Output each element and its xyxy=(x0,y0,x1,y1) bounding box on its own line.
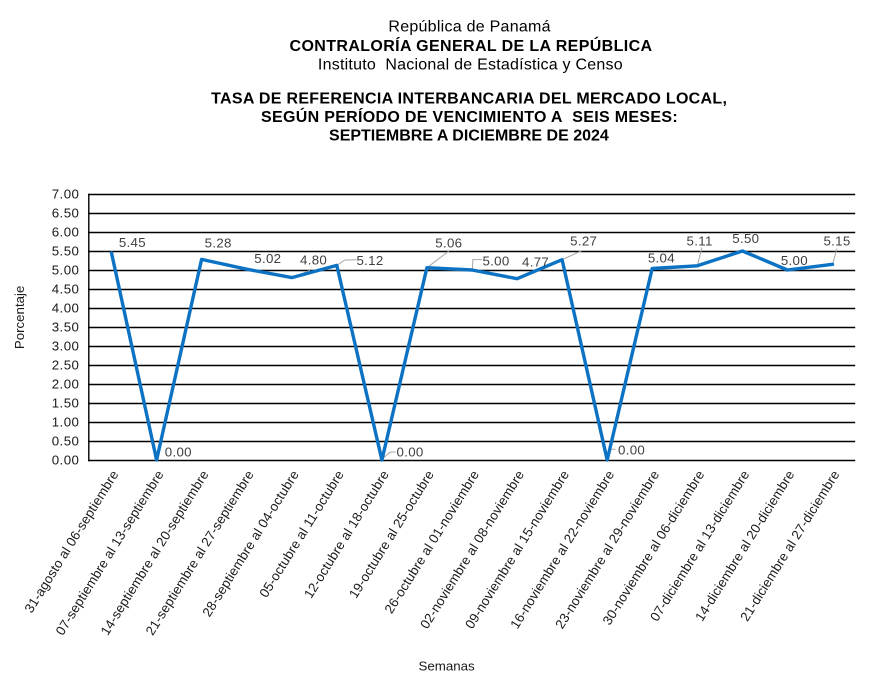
svg-text:7.00: 7.00 xyxy=(52,187,80,202)
svg-text:0.00: 0.00 xyxy=(52,453,80,468)
svg-text:5.12: 5.12 xyxy=(356,253,383,268)
svg-text:5.00: 5.00 xyxy=(482,253,509,268)
svg-text:5.00: 5.00 xyxy=(781,253,808,268)
svg-text:5.28: 5.28 xyxy=(205,236,232,251)
svg-text:5.02: 5.02 xyxy=(254,251,281,266)
svg-text:CONTRALORÍA GENERAL DE LA REPÚ: CONTRALORÍA GENERAL DE LA REPÚBLICA xyxy=(290,36,653,55)
svg-text:5.50: 5.50 xyxy=(732,231,759,246)
svg-text:5.50: 5.50 xyxy=(52,244,80,259)
svg-text:TASA DE REFERENCIA INTERBANCAR: TASA DE REFERENCIA INTERBANCARIA DEL MER… xyxy=(211,91,727,108)
svg-text:0.00: 0.00 xyxy=(618,443,645,458)
svg-text:5.27: 5.27 xyxy=(570,234,597,249)
svg-text:Instituto Nacional de Estadís: Instituto Nacional de Estadística y Cens… xyxy=(318,57,623,74)
svg-text:Semanas: Semanas xyxy=(419,659,476,674)
svg-text:5.00: 5.00 xyxy=(52,263,80,278)
svg-text:4.77: 4.77 xyxy=(522,255,549,270)
svg-text:5.15: 5.15 xyxy=(823,233,850,248)
svg-text:1.50: 1.50 xyxy=(52,396,80,411)
svg-text:República de Panamá: República de Panamá xyxy=(388,19,550,36)
svg-text:3.50: 3.50 xyxy=(52,320,80,335)
svg-text:6.00: 6.00 xyxy=(52,225,80,240)
svg-text:Porcentaje: Porcentaje xyxy=(12,286,27,350)
svg-text:6.50: 6.50 xyxy=(52,206,80,221)
svg-text:SEGÚN PERÍODO DE VENCIMIENTO A: SEGÚN PERÍODO DE VENCIMIENTO A SEIS MESE… xyxy=(261,107,678,126)
svg-text:0.50: 0.50 xyxy=(52,434,80,449)
svg-text:5.45: 5.45 xyxy=(119,235,146,250)
svg-text:5.06: 5.06 xyxy=(435,235,462,250)
svg-text:2.50: 2.50 xyxy=(52,358,80,373)
svg-text:SEPTIEMBRE A DICIEMBRE DE 2024: SEPTIEMBRE A DICIEMBRE DE 2024 xyxy=(329,127,609,144)
svg-text:4.80: 4.80 xyxy=(300,253,327,268)
svg-text:2.00: 2.00 xyxy=(52,377,80,392)
svg-text:4.00: 4.00 xyxy=(52,301,80,316)
svg-text:5.11: 5.11 xyxy=(687,233,713,248)
svg-text:1.00: 1.00 xyxy=(52,415,80,430)
svg-text:0.00: 0.00 xyxy=(165,444,192,459)
svg-text:3.00: 3.00 xyxy=(52,339,80,354)
svg-text:4.50: 4.50 xyxy=(52,282,80,297)
svg-text:0.00: 0.00 xyxy=(397,444,424,459)
svg-text:5.04: 5.04 xyxy=(648,251,675,266)
